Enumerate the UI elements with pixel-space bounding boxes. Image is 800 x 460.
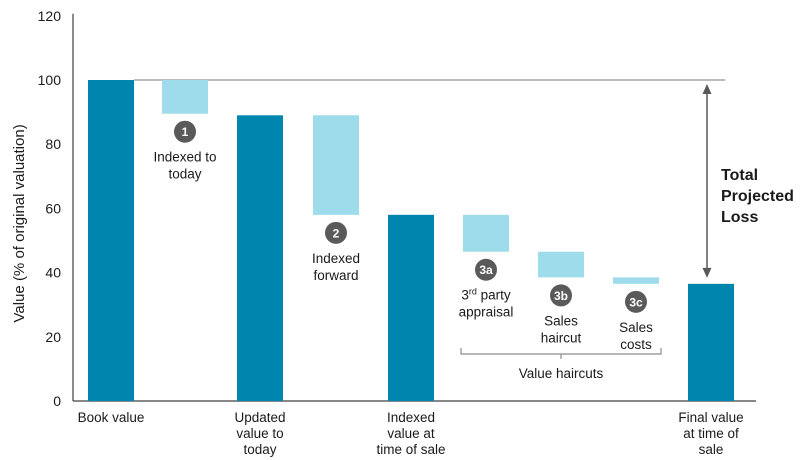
- step-badge-label: 3c: [629, 295, 643, 309]
- y-tick-label: 120: [38, 8, 62, 24]
- category-label: Indexed: [387, 410, 435, 425]
- y-tick-label: 60: [45, 200, 61, 216]
- step-badge: [174, 120, 196, 143]
- step-bar-step1: [162, 80, 208, 114]
- step-annotations: 1 Indexed to today 2 Indexed forward 3a 3rd par…: [153, 120, 653, 352]
- category-label: Final value: [678, 410, 743, 425]
- step-bar-step2: [313, 115, 359, 215]
- category-label: Updated: [234, 410, 285, 425]
- step-badge-label: 3a: [479, 263, 493, 277]
- bar-book: [88, 80, 134, 401]
- bar-final: [688, 283, 734, 401]
- step-note: Sales: [619, 320, 653, 335]
- y-axis-title: Value (% of original valuation): [11, 124, 28, 322]
- bracket-label: Value haircuts: [519, 366, 604, 381]
- step-note: Indexed to: [153, 150, 216, 165]
- step-badge-label: 1: [182, 125, 189, 139]
- step-bar-step3b: [538, 251, 584, 278]
- total-loss-label: Loss: [721, 209, 758, 226]
- step-badge-label: 3b: [554, 289, 568, 303]
- step-badge: [550, 284, 572, 307]
- step-bar-step3c: [613, 277, 659, 284]
- bracket-line: [460, 348, 662, 359]
- step-badge: [625, 290, 647, 313]
- category-label: today: [243, 442, 276, 457]
- step-badge: [325, 221, 347, 244]
- total-loss-label: Projected: [721, 188, 794, 205]
- step-note: Sales: [544, 313, 578, 328]
- category-label: Book value: [78, 410, 145, 425]
- value-haircuts-bracket: Value haircuts: [460, 348, 662, 381]
- arrow-up-icon: [702, 84, 712, 94]
- bar-indexed: [388, 214, 434, 401]
- arrow-down-icon: [702, 267, 712, 278]
- y-tick-label: 0: [53, 393, 61, 409]
- step-badge: [475, 258, 497, 281]
- bar-updated: [237, 115, 283, 401]
- step-bar-step3a: [463, 214, 509, 252]
- step-note: forward: [313, 268, 358, 283]
- y-tick-label: 100: [38, 72, 62, 88]
- total-loss-annotation: Total Projected Loss: [702, 84, 794, 278]
- step-note: today: [168, 167, 201, 182]
- step-note: haircut: [541, 330, 582, 345]
- category-label: at time of: [683, 426, 739, 441]
- y-tick-label: 80: [45, 136, 61, 152]
- category-label: value to: [236, 426, 283, 441]
- total-loss-label: Total: [721, 167, 758, 184]
- step-note: costs: [620, 337, 652, 352]
- category-label: value at: [387, 426, 435, 441]
- axes: 0 20 40 60 80 100 120 Value (% of original valu…: [11, 8, 756, 409]
- step-note: appraisal: [459, 305, 514, 320]
- y-tick-label: 20: [45, 329, 61, 345]
- step-note: Indexed: [312, 251, 360, 266]
- step-badge-label: 2: [333, 226, 340, 240]
- step-note: 3rd party: [461, 287, 511, 303]
- bars: [88, 80, 734, 401]
- category-label: time of sale: [376, 442, 445, 457]
- category-label: sale: [699, 442, 724, 457]
- y-tick-label: 40: [45, 265, 61, 281]
